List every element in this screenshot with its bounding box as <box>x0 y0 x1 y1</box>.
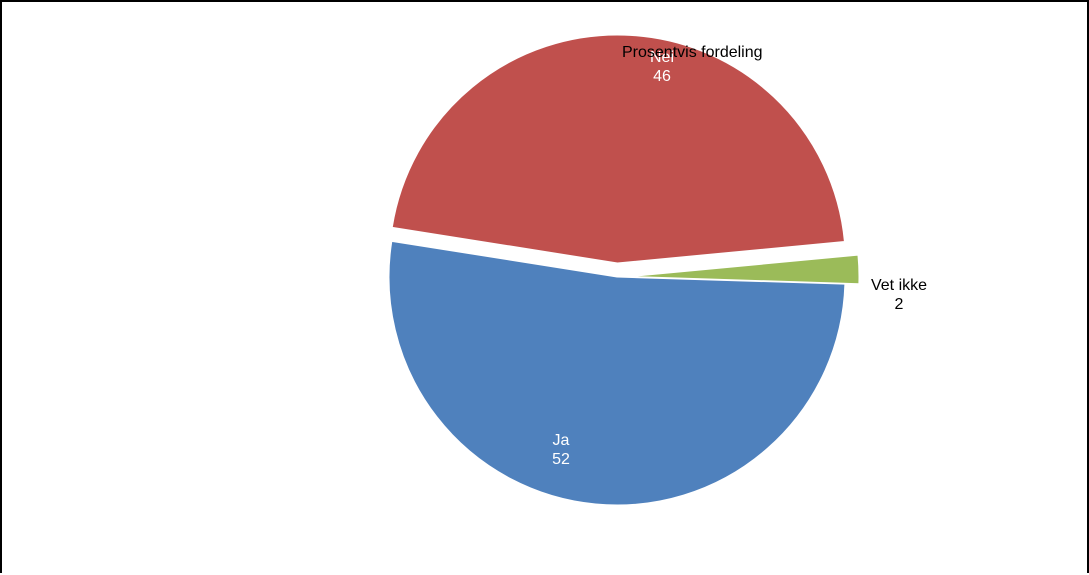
pie-slice-ja <box>388 240 846 506</box>
slice-label-value: 52 <box>552 451 570 468</box>
pie-slice-vet-ikke <box>630 254 860 285</box>
slice-label-value: 2 <box>895 296 904 313</box>
slice-label-ja: Ja 52 <box>552 432 570 468</box>
slice-label-name: Ja <box>553 432 570 449</box>
slice-label-value: 46 <box>653 68 671 85</box>
chart-title: Prosentvis fordeling <box>622 44 763 61</box>
slice-label-name: Vet ikke <box>871 277 927 294</box>
pie-labels: Nei 46 Vet ikke 2 Ja 52 <box>552 49 927 468</box>
slice-label-name: Nei <box>650 49 674 66</box>
slice-label-vet-ikke: Vet ikke 2 <box>871 277 927 313</box>
pie-slice-nei <box>391 34 845 264</box>
pie-slices <box>388 34 860 506</box>
slice-label-nei: Nei 46 <box>650 49 674 85</box>
